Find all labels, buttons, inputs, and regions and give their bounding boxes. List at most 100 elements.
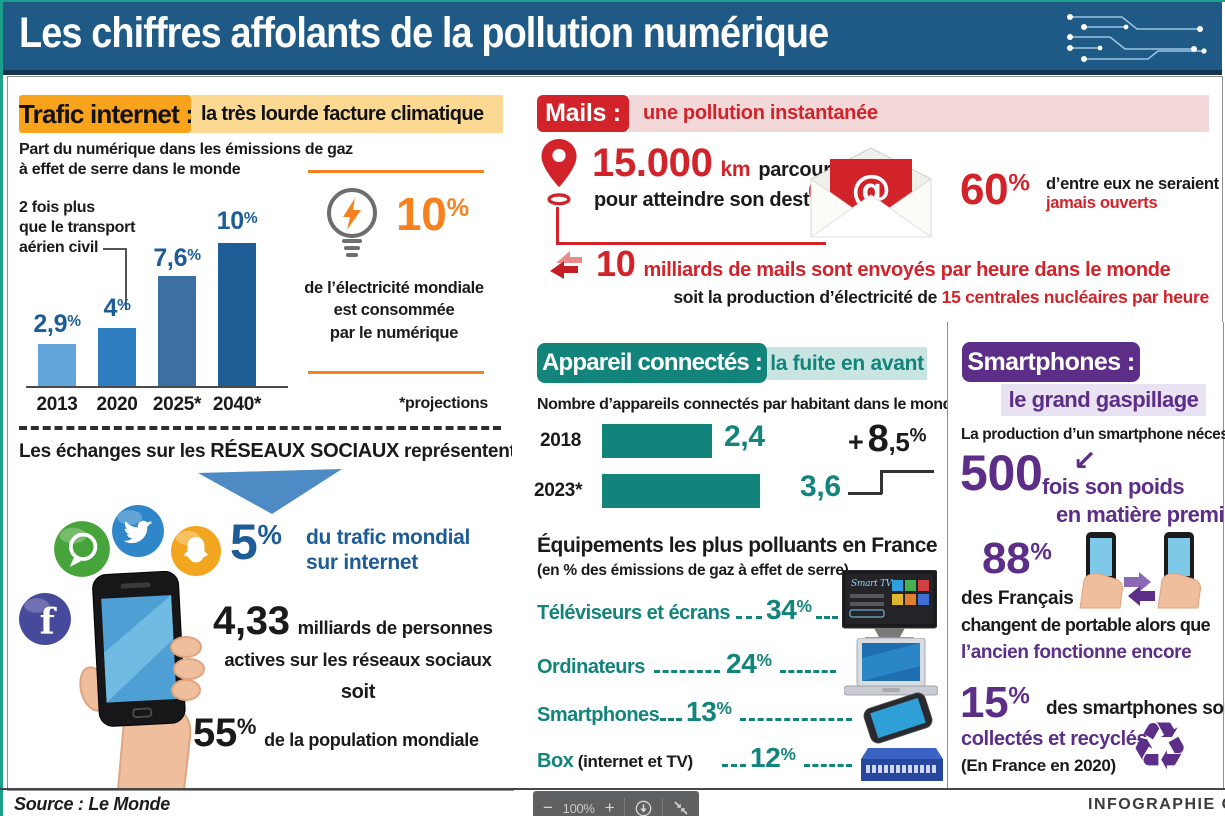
- growth-stat: + 8,5%: [848, 418, 927, 460]
- viewer-zoom-toolbar: − 100% +: [533, 791, 700, 816]
- appareils-caption: Nombre d’appareils connectés par habitan…: [537, 396, 961, 413]
- annotation-line3: aérien civil: [19, 239, 99, 256]
- left-edge-strip: [0, 0, 3, 816]
- router-box-icon: [861, 748, 943, 781]
- equipment-value: 34%: [766, 594, 812, 625]
- infographic-credit: INFOGRAPHIE CL: [1088, 796, 1225, 813]
- weight-value: 500: [960, 445, 1043, 501]
- shrink-to-fit-button[interactable]: [673, 800, 689, 816]
- replace-line1: des Français: [961, 588, 1074, 609]
- replace-bold: l’ancien fonctionne encore: [961, 642, 1192, 663]
- tv-icon: Smart TV: [842, 570, 937, 642]
- top-edge-strip: [0, 0, 1225, 2]
- equipment-subtitle: (en % des émissions de gaz à effet de se…: [537, 562, 849, 579]
- dashed-leader: [780, 670, 836, 673]
- toolbar-separator: [624, 798, 626, 816]
- lightbulb-icon: [327, 188, 377, 257]
- recycle-value: 15%: [960, 678, 1030, 727]
- smartphones-subtitle: le grand gaspillage: [1001, 384, 1206, 416]
- map-pin-icon: [541, 139, 577, 206]
- shrink-icon: [674, 801, 688, 815]
- equipment-value: 24%: [726, 648, 772, 679]
- hbar-2018: [602, 424, 712, 458]
- send-arrows-icon: [550, 251, 582, 279]
- svg-text:Smart TV: Smart TV: [851, 579, 894, 589]
- bar-2013: [38, 344, 76, 386]
- section-appareils-connectes: Appareil connectés : la fuite en avant N…: [512, 322, 961, 790]
- appareils-title: Appareil connectés :: [537, 343, 767, 383]
- annotation-connector: [125, 248, 127, 310]
- bar-2040: [218, 243, 256, 386]
- social-users-stat: 4,33 milliards de personnes: [213, 599, 493, 643]
- social-users-sub: actives sur les réseaux sociaux: [224, 649, 492, 670]
- dashed-leader: [654, 670, 720, 673]
- download-button[interactable]: [635, 800, 652, 816]
- x-label-2040: 2040*: [212, 394, 262, 415]
- electricity-share-text: de l’électricité mondiale est consommée …: [304, 279, 484, 342]
- footer-divider: [0, 788, 1225, 790]
- electricity-equivalent: soit la production d’électricité de 15 c…: [673, 287, 1209, 307]
- bar-value-2040: 10%: [216, 207, 258, 235]
- x-label-2020: 2020: [96, 394, 138, 415]
- chart-caption-line1: Part du numérique dans les émissions de …: [19, 141, 353, 158]
- trafic-subtitle: la très lourde facture climatique: [191, 95, 503, 133]
- unopened-share-value: 60%: [960, 165, 1030, 214]
- equipment-value: 13%: [686, 696, 732, 727]
- electricity-share-value: 10%: [396, 188, 469, 240]
- bar-2025: [158, 276, 196, 386]
- route-line-horizontal: [556, 242, 826, 245]
- distance-stat: 15.000 km parcourus: [592, 141, 854, 185]
- circuit-decoration-icon: [1067, 14, 1207, 62]
- zoom-out-button[interactable]: −: [543, 798, 553, 816]
- social-intro: Les échanges sur les RÉSEAUX SOCIAUX rep…: [19, 440, 531, 462]
- smartphones-title: Smartphones :: [962, 342, 1140, 382]
- orange-divider-bottom: [308, 371, 484, 374]
- hbar-value-2018: 2,4: [724, 420, 765, 453]
- hbar-value-2023: 3,6: [800, 470, 841, 503]
- equipment-title: Équipements les plus polluants en France: [537, 534, 938, 557]
- equipment-label: Smartphones: [537, 704, 660, 726]
- replace-value: 88%: [982, 534, 1052, 583]
- dashed-leader: [722, 764, 746, 767]
- bar-2020: [98, 328, 136, 386]
- smartphone-icon: [863, 692, 933, 744]
- recycle-icon: ♻: [1130, 708, 1189, 785]
- twitter-icon: [112, 505, 164, 557]
- hbar-2023: [602, 474, 760, 508]
- laptop-icon: [844, 638, 938, 696]
- trafic-title: Trafic internet :: [19, 95, 194, 133]
- growth-bracket: [880, 470, 934, 473]
- x-axis-line: [26, 386, 288, 388]
- x-label-2025: 2025*: [152, 394, 202, 415]
- section-trafic-internet: Trafic internet : la très lourde facture…: [7, 76, 531, 791]
- down-arrow-icon: [198, 469, 342, 514]
- growth-bracket: [880, 470, 883, 494]
- projections-note: *projections: [399, 395, 488, 412]
- unopened-text: d’entre eux ne seraient jamais ouverts: [1046, 175, 1219, 212]
- dashed-separator: [19, 426, 501, 430]
- section-smartphones: Smartphones : le grand gaspillage La pro…: [947, 322, 1225, 790]
- dashed-leader: [804, 764, 852, 767]
- bar-value-2020: 4%: [103, 294, 131, 322]
- down-left-arrow-icon: ↙: [1073, 445, 1097, 476]
- zoom-level: 100%: [562, 800, 595, 816]
- dashed-leader: [740, 718, 852, 721]
- equipment-label: Box (internet et TV): [537, 750, 693, 772]
- recycle-note: (En France en 2020): [961, 756, 1116, 775]
- population-share-stat: 55% de la population mondiale: [193, 711, 479, 755]
- replace-line2: changent de portable alors que: [961, 615, 1211, 635]
- equipment-label: Téléviseurs et écrans: [537, 602, 730, 624]
- email-envelope-icon: @: [809, 147, 933, 238]
- snapchat-icon: [171, 526, 221, 576]
- dashed-leader: [660, 718, 682, 721]
- mails-title: Mails :: [537, 95, 629, 132]
- weight-line2: en matière premières: [1056, 502, 1225, 527]
- orange-divider-top: [308, 170, 484, 173]
- header-banner: Les chiffres affolants de la pollution n…: [3, 2, 1222, 75]
- annotation-connector: [103, 248, 127, 250]
- facebook-icon: f: [19, 593, 71, 645]
- hbar-label-2023: 2023*: [534, 480, 583, 501]
- zoom-in-button[interactable]: +: [604, 798, 615, 816]
- svg-text:f: f: [40, 602, 58, 643]
